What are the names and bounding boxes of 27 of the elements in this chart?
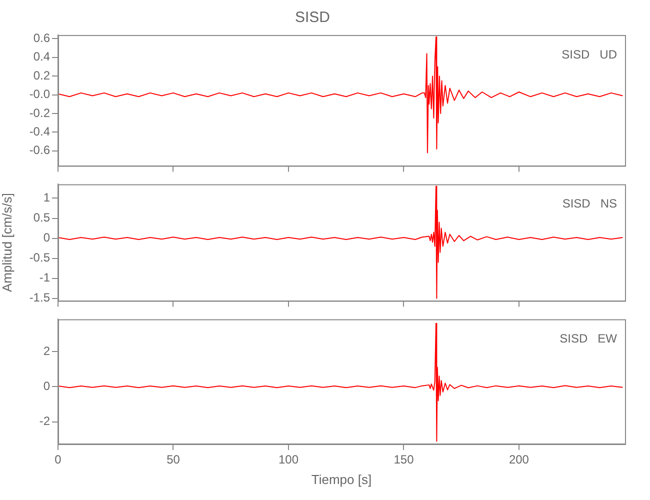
y-tick-label: 0.4 [33, 50, 50, 64]
y-tick-label: -0.0 [29, 87, 50, 102]
x-tick-label: 0 [54, 452, 62, 467]
y-tick-label: 0.6 [33, 31, 50, 46]
x-tick-label: 200 [508, 452, 530, 467]
y-tick-label: -1 [39, 270, 50, 285]
x-axis-title: Tiempo [s] [311, 472, 372, 487]
annotation: SISD EW [560, 332, 618, 346]
annotation: SISD NS [562, 196, 617, 211]
y-tick-label: -1.5 [29, 290, 50, 305]
y-tick-label: 0.2 [33, 68, 50, 82]
y-tick-label: 2 [43, 344, 50, 358]
x-tick-label: 150 [394, 452, 414, 467]
y-tick-label: -0.4 [29, 124, 50, 138]
y-tick-label: -0.6 [29, 143, 50, 158]
y-tick-label: -0.2 [29, 106, 50, 120]
y-tick-label: -2 [39, 414, 50, 428]
y-tick-label: 0.5 [33, 210, 50, 225]
chart-title: SISD [294, 9, 330, 26]
y-tick-label: 0 [43, 230, 50, 245]
y-axis-title: Amplitud [cm/s/s] [0, 193, 14, 292]
y-tick-label: 0 [43, 379, 50, 394]
x-tick-label: 100 [278, 452, 299, 467]
annotation: SISD UD [562, 47, 618, 62]
y-tick-label: 1 [43, 190, 50, 205]
y-tick-label: -0.5 [29, 250, 50, 265]
x-tick-label: 50 [166, 452, 180, 467]
